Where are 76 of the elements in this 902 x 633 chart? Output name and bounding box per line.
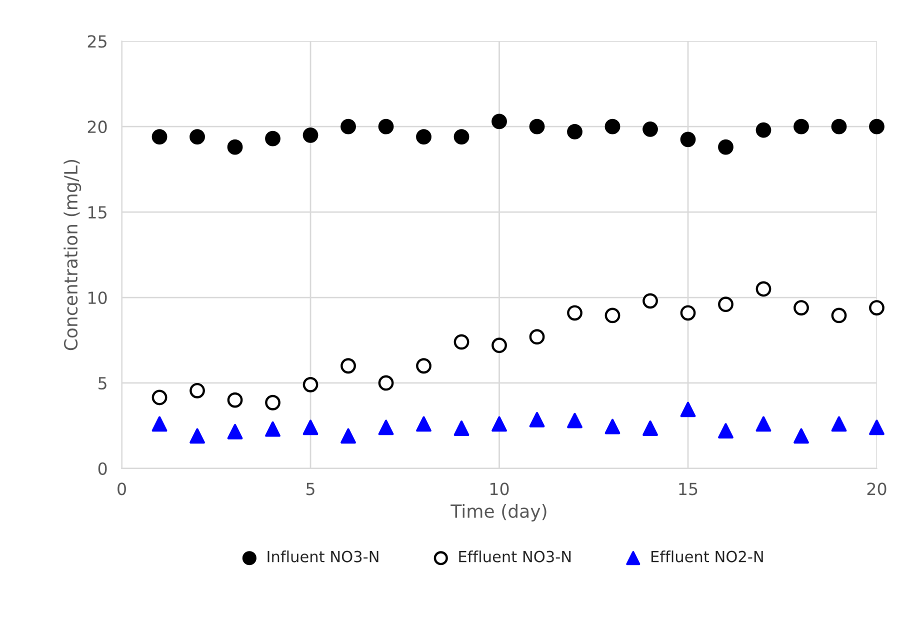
point (604, 418, 620, 434)
point (340, 358, 356, 374)
point (756, 281, 772, 297)
point (492, 114, 507, 130)
point (718, 423, 734, 439)
point (869, 118, 884, 134)
point (680, 402, 696, 418)
point (604, 308, 620, 324)
point (642, 293, 658, 309)
point (190, 129, 205, 145)
point (227, 392, 243, 408)
point (302, 127, 318, 143)
point (642, 121, 658, 137)
legend-label: Effluent NO2-N (651, 550, 763, 562)
point (680, 132, 696, 148)
point (567, 412, 582, 428)
point (265, 394, 280, 410)
point (831, 308, 847, 324)
point (416, 358, 432, 374)
y-axis-title: Concentration (mg/L) (64, 160, 82, 350)
point (869, 300, 884, 316)
point (529, 412, 545, 428)
point (831, 118, 847, 134)
point (302, 376, 318, 392)
point (718, 296, 734, 312)
point (340, 428, 356, 444)
y-tick-label: 15 (88, 206, 106, 219)
point (340, 118, 356, 134)
y-tick-label: 25 (88, 35, 106, 48)
x-tick-label: 10 (490, 482, 509, 496)
point (227, 139, 243, 155)
point (152, 416, 168, 432)
point (265, 130, 280, 146)
point (190, 428, 205, 444)
point (492, 416, 507, 432)
point (756, 416, 772, 432)
point (378, 118, 394, 134)
y-tick-label: 20 (88, 120, 107, 134)
legend-label: Influent NO3-N (268, 550, 378, 562)
x-axis-title: Time (day) (450, 504, 546, 522)
point (416, 129, 432, 145)
x-tick-label: 20 (867, 482, 886, 496)
point (454, 420, 470, 436)
x-tick-label: 15 (679, 482, 698, 496)
y-tick-label: 5 (98, 377, 106, 390)
point (416, 416, 432, 432)
point (529, 118, 545, 134)
point (794, 300, 809, 316)
point (567, 305, 582, 321)
y-tick-label: 0 (98, 462, 107, 475)
point (302, 420, 318, 436)
point (869, 420, 884, 436)
point (492, 338, 507, 354)
point (642, 420, 658, 436)
point (604, 118, 620, 134)
point (190, 382, 205, 398)
legend-label: Effluent NO3-N (459, 550, 571, 562)
point (680, 305, 696, 321)
x-tick-label: 0 (118, 482, 126, 496)
point (227, 424, 243, 440)
point (454, 334, 470, 350)
x-tick-label: 5 (306, 482, 314, 496)
point (454, 129, 470, 145)
point (152, 390, 168, 406)
point (567, 124, 582, 140)
point (265, 421, 280, 437)
point (794, 428, 809, 444)
point (152, 129, 168, 145)
point (529, 329, 545, 345)
y-tick-label: 10 (88, 291, 107, 304)
point (378, 375, 394, 391)
point (378, 420, 394, 436)
point (718, 139, 734, 155)
point (756, 122, 772, 138)
point (831, 416, 847, 432)
point (794, 118, 809, 134)
